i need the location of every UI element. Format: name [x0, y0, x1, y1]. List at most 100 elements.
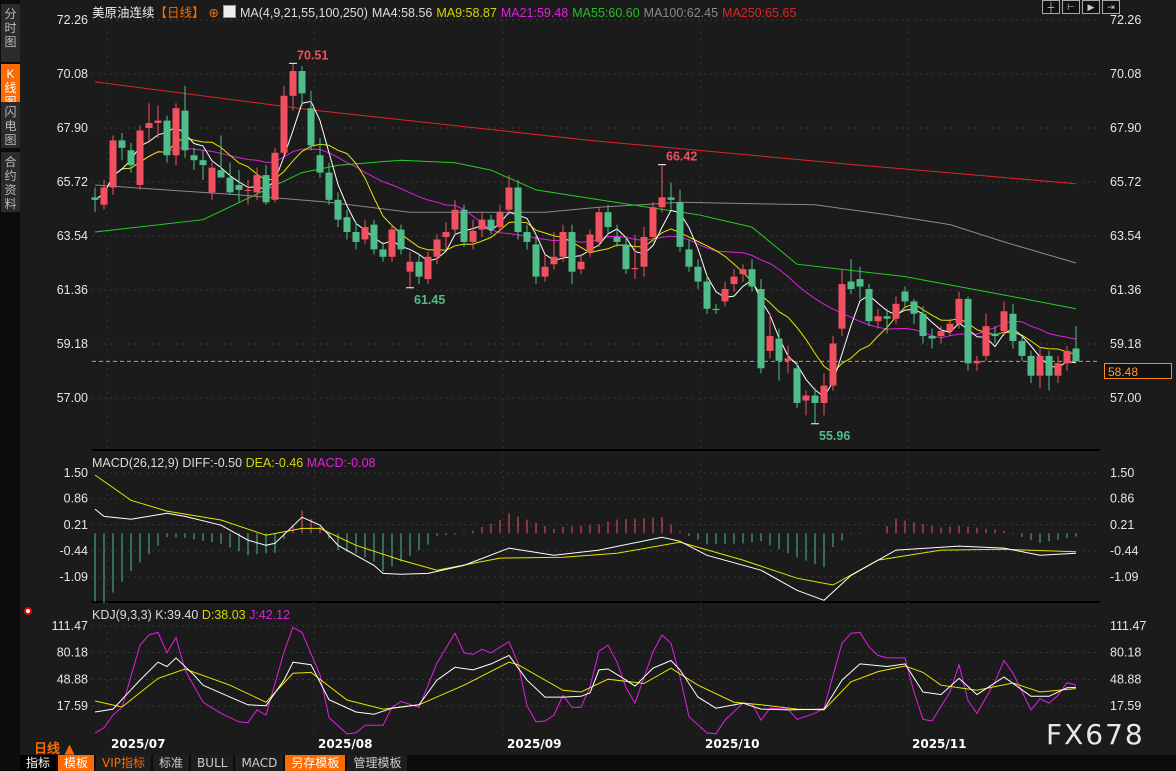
- zoom-range-icon[interactable]: ⊢: [1062, 0, 1080, 14]
- x-tick-label: 2025/09: [507, 737, 561, 751]
- candle-body: [361, 227, 369, 240]
- candle-body: [433, 239, 441, 257]
- ma-params: MA(4,9,21,55,100,250): [240, 6, 368, 20]
- sidebar-item-contract-info[interactable]: 合约资料: [1, 152, 20, 212]
- candle-body: [568, 232, 576, 272]
- candle-body: [613, 236, 621, 242]
- candle-body: [352, 232, 360, 242]
- tab-macd[interactable]: MACD: [235, 755, 284, 771]
- crosshair-icon[interactable]: ┼: [1042, 0, 1060, 14]
- candle-body: [820, 385, 828, 403]
- candle-body: [1036, 355, 1044, 376]
- extreme-price-label: 61.45: [414, 293, 445, 307]
- candle-body: [892, 303, 900, 319]
- candle-body: [262, 175, 270, 203]
- candle-body: [865, 289, 873, 322]
- candle-body: [496, 212, 504, 228]
- candle-body: [1000, 311, 1008, 332]
- candle-body: [226, 177, 234, 193]
- y-tick-label-left: 57.00: [57, 391, 88, 405]
- candle-body: [604, 212, 612, 228]
- tab-manage-templates[interactable]: 管理模板: [347, 755, 408, 771]
- tab-save-template[interactable]: 另存模板: [285, 755, 346, 771]
- candle-body: [415, 261, 423, 277]
- target-icon[interactable]: ⊕: [208, 6, 220, 20]
- candle-body: [766, 336, 774, 351]
- candle-body: [622, 244, 630, 270]
- candle-body: [550, 256, 558, 265]
- sidebar-item-timeshare[interactable]: 分时图: [1, 4, 20, 62]
- ma9-value: MA9:58.87: [436, 6, 497, 20]
- candle-body: [955, 298, 963, 324]
- y-tick-label-left: 61.36: [57, 283, 88, 297]
- candle-body: [811, 395, 819, 403]
- candle-body: [532, 244, 540, 277]
- candle-body: [181, 110, 189, 151]
- indicator-chart-icon[interactable]: [223, 5, 237, 18]
- candle-body: [883, 316, 891, 319]
- candle-body: [379, 249, 387, 257]
- candle-body: [595, 212, 603, 242]
- candle-body: [325, 172, 333, 200]
- y-tick-label-right: 72.26: [1110, 13, 1141, 27]
- candle-body: [703, 281, 711, 309]
- tab-bull[interactable]: BULL: [191, 755, 234, 771]
- candle-body: [244, 189, 252, 191]
- y-tick-label-right: 0.86: [1110, 492, 1134, 506]
- candle-body: [541, 266, 549, 277]
- candle-body: [154, 120, 162, 124]
- tab-indicators[interactable]: 指标: [20, 755, 57, 771]
- candle-body: [928, 336, 936, 339]
- macd-dea: DEA:-0.46: [245, 456, 304, 470]
- exit-icon[interactable]: ⇥: [1102, 0, 1120, 14]
- tab-vip-indicators[interactable]: VIP指标: [96, 755, 152, 771]
- candle-body: [460, 209, 468, 242]
- y-tick-label-right: 65.72: [1110, 175, 1141, 189]
- template-tabs: 指标 模板 VIP指标 标准 BULL MACD 另存模板 管理模板: [20, 755, 1176, 771]
- macd-header: MACD(26,12,9) DIFF:-0.50 DEA:-0.46 MACD:…: [92, 456, 376, 470]
- candle-body: [118, 140, 126, 148]
- candle-body: [451, 209, 459, 230]
- candle-body: [847, 281, 855, 290]
- period-badge[interactable]: 【日线】: [154, 6, 205, 20]
- indicator-settings-icon[interactable]: [24, 607, 32, 615]
- y-tick-label-left: 80.18: [57, 646, 88, 660]
- y-tick-label-left: 17.59: [57, 699, 88, 713]
- candle-body: [199, 160, 207, 166]
- candle-body: [1054, 363, 1062, 376]
- candle-body: [388, 229, 396, 257]
- period-selector[interactable]: 日线 ▲: [34, 742, 75, 757]
- sidebar-item-flash[interactable]: 闪电图: [1, 102, 20, 148]
- y-tick-label-left: 0.21: [64, 518, 88, 532]
- kdj-name: KDJ(9,3,3): [92, 608, 152, 622]
- kdj-j: J:42.12: [249, 608, 291, 622]
- candle-body: [370, 224, 378, 250]
- ma21-line: [94, 147, 1077, 340]
- y-tick-label-right: 57.00: [1110, 391, 1141, 405]
- candle-body: [424, 256, 432, 280]
- play-forward-icon[interactable]: ▶: [1082, 0, 1100, 14]
- candle-body: [217, 170, 225, 178]
- y-tick-label-right: 0.21: [1110, 518, 1134, 532]
- candle-body: [991, 333, 999, 337]
- x-tick-label: 2025/10: [705, 737, 759, 751]
- candle-body: [667, 197, 675, 200]
- candle-body: [127, 150, 135, 166]
- macd-diff-line: [94, 508, 1077, 601]
- candle-body: [757, 289, 765, 369]
- candle-body: [289, 71, 297, 96]
- tab-standard[interactable]: 标准: [153, 755, 190, 771]
- tab-template[interactable]: 模板: [58, 755, 95, 771]
- ma4-value: MA4:58.56: [371, 6, 433, 20]
- candle-body: [829, 343, 837, 386]
- candle-body: [316, 155, 324, 173]
- candle-body: [856, 279, 864, 287]
- y-tick-label-right: 63.54: [1110, 229, 1141, 243]
- ma55-line: [94, 159, 1077, 310]
- x-tick-label: 2025/08: [318, 737, 372, 751]
- y-tick-label-left: 70.08: [57, 67, 88, 81]
- candle-body: [964, 298, 972, 364]
- candle-body: [523, 232, 531, 242]
- candle-body: [91, 197, 99, 200]
